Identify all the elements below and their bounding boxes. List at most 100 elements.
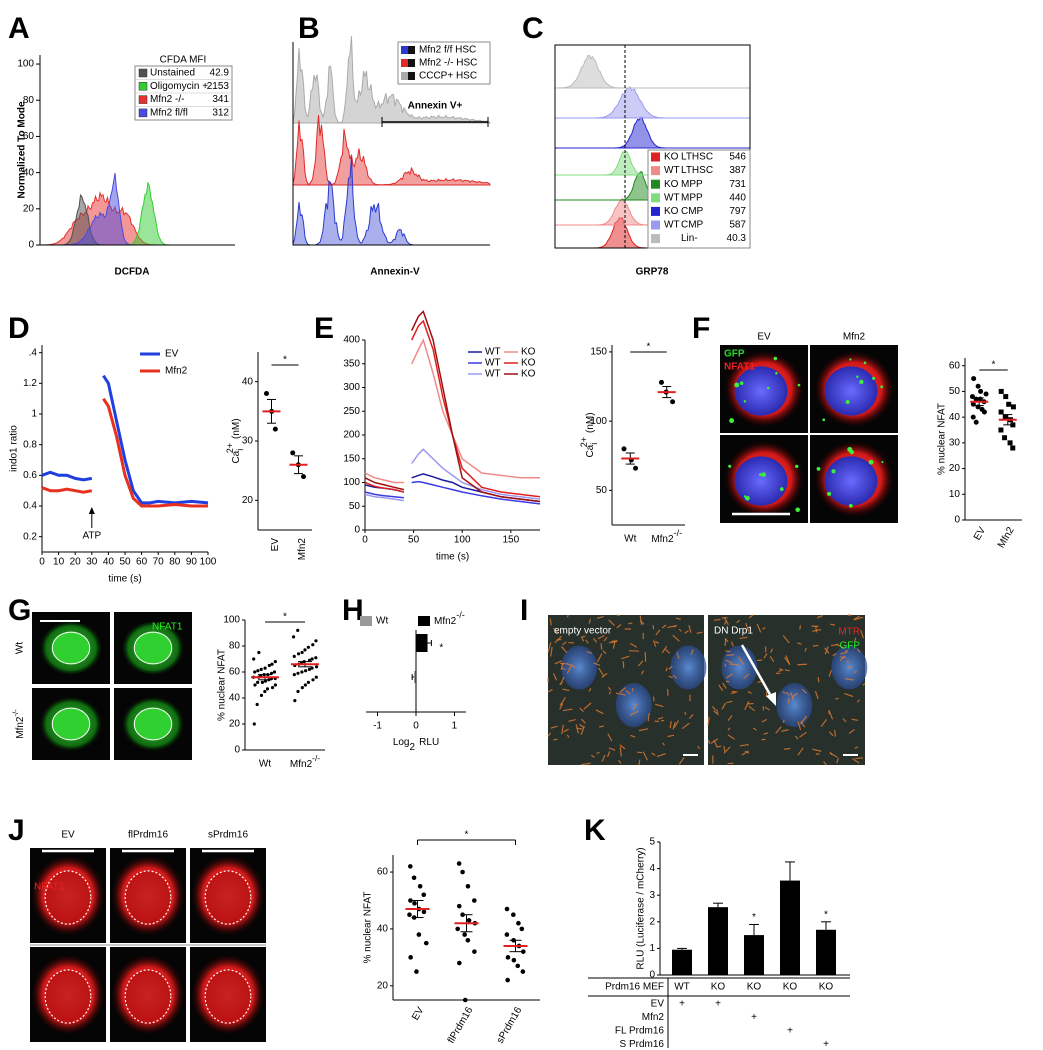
panel-letter: I xyxy=(520,594,528,627)
x-tick-label: 100 xyxy=(454,535,471,546)
mitochondrion xyxy=(724,638,727,646)
speck xyxy=(795,464,799,469)
mitochondrion xyxy=(743,673,750,680)
mitochondrion xyxy=(628,622,633,625)
line-series xyxy=(41,397,208,508)
bar xyxy=(744,935,764,975)
mitochondrion xyxy=(684,630,689,634)
y-axis-label-part: i xyxy=(589,443,599,445)
mitochondrion xyxy=(839,655,846,662)
y-tick-label: 20 xyxy=(23,203,35,214)
speck xyxy=(872,376,876,380)
legend-label-part: -/- xyxy=(456,610,465,620)
y-axis-label: % nuclear NFAT xyxy=(217,649,228,721)
nucleus xyxy=(776,683,813,727)
mitochondrion xyxy=(830,643,839,647)
legend-swatch xyxy=(138,95,148,104)
mitochondrion xyxy=(745,623,750,632)
legend-label: WT xyxy=(485,358,501,369)
legend-value: 2153 xyxy=(207,81,230,92)
mitochondrion xyxy=(741,750,749,756)
data-point xyxy=(301,474,307,480)
y-tick-label: 250 xyxy=(343,406,360,417)
nucleus-outline xyxy=(51,631,91,665)
mitochondrion xyxy=(597,634,605,640)
mitochondrion xyxy=(616,614,620,617)
data-point xyxy=(455,926,460,932)
data-point xyxy=(270,686,275,690)
nucleus xyxy=(615,683,652,727)
speck xyxy=(773,356,778,361)
mitochondrion xyxy=(586,650,593,654)
mitochondrion xyxy=(678,628,682,632)
data-point xyxy=(1002,414,1008,420)
mitochondrion xyxy=(672,634,680,642)
nucleus-outline xyxy=(124,870,172,925)
mitochondrion xyxy=(724,663,727,668)
legend-swatch xyxy=(401,59,408,67)
mitochondrion xyxy=(581,718,586,724)
category-label: Mfn2 xyxy=(996,525,1017,550)
nucleus xyxy=(134,632,172,664)
legend-value: 341 xyxy=(212,94,229,105)
mitochondrion xyxy=(816,615,821,619)
mitochondrion xyxy=(570,663,576,669)
nucleus xyxy=(134,708,172,740)
mitochondrion xyxy=(688,713,694,720)
x-axis-label: DCFDA xyxy=(115,267,150,278)
y-tick-label: 0 xyxy=(28,240,34,251)
speck xyxy=(859,379,864,385)
mitochondrion xyxy=(844,692,854,698)
mitochondrion xyxy=(675,617,681,620)
legend-label: EV xyxy=(165,349,179,360)
mitochondrion xyxy=(769,655,775,662)
data-point xyxy=(256,680,260,685)
mitochondrion xyxy=(756,623,762,633)
y-axis-label-part: Ca xyxy=(231,450,242,463)
nucleus xyxy=(205,969,251,1024)
data-point xyxy=(520,969,526,974)
mitochondrion xyxy=(593,662,601,666)
mitochondrion xyxy=(830,623,836,626)
legend-swatch xyxy=(401,46,408,54)
legend-value: 40.3 xyxy=(727,233,747,244)
mitochondrion xyxy=(817,676,820,683)
mitochondrion xyxy=(747,691,752,694)
nucleus xyxy=(824,456,878,506)
legend-name: CMP xyxy=(681,220,704,231)
y-tick-label: 200 xyxy=(343,430,360,441)
mitochondrion xyxy=(640,670,645,675)
nucleus xyxy=(670,645,707,690)
data-point xyxy=(421,892,427,898)
mitochondrion xyxy=(673,624,678,628)
y-tick-label: 60 xyxy=(229,667,241,678)
mitochondrion xyxy=(812,644,819,647)
legend-name: Mfn2 -/- HSC xyxy=(419,58,477,69)
mitochondrion xyxy=(823,761,827,766)
row-label-part: Mfn2 xyxy=(15,716,26,739)
x-tick-label: 0 xyxy=(39,557,45,568)
data-point xyxy=(457,960,462,966)
significance-label: * xyxy=(647,342,651,353)
speck xyxy=(848,503,853,508)
x-axis-label-part: 2 xyxy=(410,742,415,753)
y-axis-label-part: (nM) xyxy=(231,418,242,439)
data-point xyxy=(263,666,267,670)
mitochondrion xyxy=(801,688,807,694)
mitochondrion xyxy=(854,757,864,760)
mitochondrion xyxy=(668,665,673,670)
data-point xyxy=(307,667,311,672)
mitochondrion xyxy=(784,747,791,750)
table-header: KO xyxy=(711,982,726,993)
mitochondrion xyxy=(651,752,656,756)
mitochondrion xyxy=(845,660,850,664)
mitochondrion xyxy=(812,748,822,752)
mitochondrion xyxy=(576,727,583,730)
mitochondrion xyxy=(815,625,818,633)
legend-value: 42.9 xyxy=(210,68,230,79)
speck xyxy=(775,371,778,375)
panel-letter: J xyxy=(8,814,25,847)
legend-value: 440 xyxy=(729,192,746,203)
speck xyxy=(849,449,854,455)
nucleus-outline xyxy=(204,870,252,925)
